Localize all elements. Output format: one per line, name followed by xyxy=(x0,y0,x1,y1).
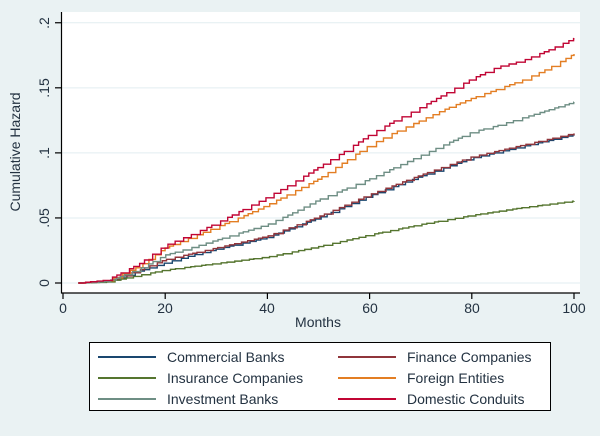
x-tick-label-0: 0 xyxy=(59,300,67,316)
y-tick-label-0: 0 xyxy=(36,279,52,287)
legend-line-swatch-foreign-entities xyxy=(338,376,396,379)
x-tick-label-60: 60 xyxy=(362,300,378,316)
axes-lines xyxy=(55,12,580,299)
legend-label-insurance-companies: Insurance Companies xyxy=(167,369,304,386)
x-tick-label-20: 20 xyxy=(157,300,173,316)
legend-label-domestic-conduits: Domestic Conduits xyxy=(407,390,525,407)
hazard-curves xyxy=(78,37,575,284)
legend-label-investment-banks: Investment Banks xyxy=(167,390,279,407)
x-axis-title: Months xyxy=(295,314,341,330)
y-tick-label-15: .15 xyxy=(36,78,52,98)
legend-entry-commercial-banks: Commercial Banks xyxy=(98,346,338,367)
legend-line-swatch-investment-banks xyxy=(98,397,156,400)
legend-entry-insurance-companies: Insurance Companies xyxy=(98,367,338,388)
legend-label-commercial-banks: Commercial Banks xyxy=(167,348,285,365)
x-tick-label-80: 80 xyxy=(464,300,480,316)
legend-entry-investment-banks: Investment Banks xyxy=(98,388,338,409)
y-tick-label-05: .05 xyxy=(36,208,52,228)
legend-line-swatch-commercial-banks xyxy=(98,355,156,358)
y-tick-label-1: .1 xyxy=(36,147,52,159)
legend-entry-domestic-conduits: Domestic Conduits xyxy=(338,388,550,409)
x-tick-label-40: 40 xyxy=(259,300,275,316)
legend-label-foreign-entities: Foreign Entities xyxy=(407,369,505,386)
legend-line-swatch-domestic-conduits xyxy=(338,397,396,400)
legend: Commercial Banks Finance Companies Insur… xyxy=(89,342,551,411)
legend-line-swatch-finance-companies xyxy=(338,355,396,358)
x-tick-label-100: 100 xyxy=(562,300,586,316)
legend-entry-finance-companies: Finance Companies xyxy=(338,346,550,367)
y-tick-label-2: .2 xyxy=(36,17,52,29)
legend-label-finance-companies: Finance Companies xyxy=(407,348,532,365)
y-axis-title: Cumulative Hazard xyxy=(7,92,23,212)
legend-line-swatch-insurance-companies xyxy=(98,376,156,379)
legend-entry-foreign-entities: Foreign Entities xyxy=(338,367,550,388)
